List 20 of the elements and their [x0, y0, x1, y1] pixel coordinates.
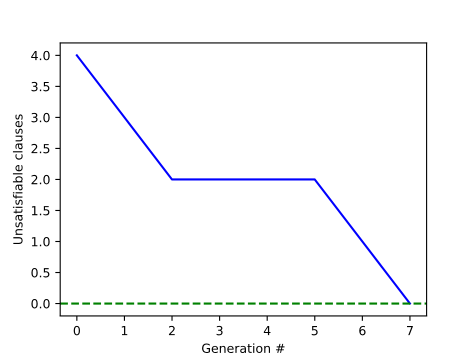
- line-series: [76, 54, 411, 305]
- y-tick-label: 4.0: [31, 50, 50, 60]
- y-tick-label: 3.5: [32, 82, 50, 92]
- x-tick-label: 6: [359, 326, 366, 336]
- x-tick-label: 1: [122, 326, 128, 336]
- y-tick-label: 1.5: [32, 206, 50, 216]
- x-tick-label: 2: [168, 326, 175, 336]
- y-tick-label: 1.0: [32, 236, 50, 246]
- y-tick-label: 3.0: [32, 112, 50, 122]
- y-tick-label: 0.5: [31, 268, 50, 278]
- x-tick-label: 3: [216, 326, 223, 336]
- y-tick-label: 0.0: [31, 299, 50, 308]
- y-axis-title: Unsatisfiable clauses: [12, 114, 23, 244]
- x-tick-label: 0: [74, 326, 80, 336]
- y-tick-label: 2.5: [32, 144, 50, 154]
- x-axis-title: Generation #: [202, 343, 285, 353]
- x-tick-label: 5: [312, 326, 318, 336]
- x-tick-label: 7: [406, 326, 413, 336]
- x-tick-label: 4: [264, 326, 270, 336]
- y-tick-label: 2.0: [32, 174, 50, 184]
